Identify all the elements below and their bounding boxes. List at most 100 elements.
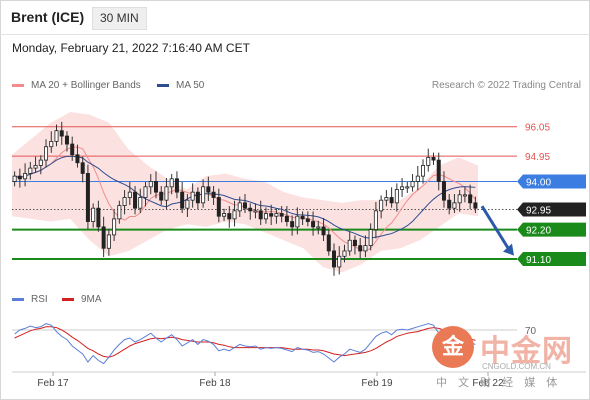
candle (127, 182, 132, 205)
candle (180, 182, 185, 213)
legend-rsi: RSI (12, 294, 48, 305)
candle (305, 211, 310, 227)
instrument-title: Brent (ICE) (11, 9, 85, 25)
candle (122, 190, 127, 215)
candle-body (23, 173, 28, 180)
candle (468, 184, 473, 209)
candle-body (164, 186, 169, 201)
candle-body (452, 202, 457, 209)
candle (190, 183, 195, 208)
candle-body (112, 218, 117, 236)
candle (138, 188, 143, 213)
candle (216, 188, 221, 223)
timeframe-button[interactable]: 30 MIN (92, 7, 147, 30)
level-label-94.95: 94.95 (525, 152, 550, 163)
candle-body (96, 207, 101, 228)
candle (373, 202, 378, 239)
candle-body (473, 202, 478, 209)
candle (347, 231, 352, 256)
candle (337, 246, 342, 275)
candle-body (279, 213, 284, 217)
candle-body (91, 207, 96, 222)
candle (452, 194, 457, 213)
watermark-brand: 中金网 (480, 335, 573, 368)
candle-body (206, 186, 211, 193)
candle (415, 165, 420, 191)
candle (311, 211, 316, 236)
candle-body (17, 175, 22, 180)
candle-body (33, 165, 38, 169)
candle-body (263, 213, 268, 220)
candle-body (64, 135, 69, 145)
candle (316, 220, 321, 235)
bollinger-band-layer (12, 112, 478, 273)
candle (447, 194, 452, 215)
candle-body (342, 250, 347, 257)
candle (195, 187, 200, 209)
candle-body (195, 191, 200, 204)
candle-body (305, 218, 310, 222)
candle-body (49, 140, 54, 148)
candle (368, 223, 373, 251)
candle-body (389, 197, 394, 204)
candle-body (248, 207, 253, 212)
candle (400, 177, 405, 197)
candle-body (101, 226, 106, 249)
candle (363, 235, 368, 258)
candle (274, 208, 279, 224)
x-tick-label: Feb 22 (472, 378, 504, 389)
candle-body (159, 191, 164, 201)
candle-body (295, 215, 300, 228)
candle-body (258, 210, 263, 220)
candle-body (106, 234, 111, 249)
candle (64, 131, 69, 152)
candle-body (138, 197, 143, 209)
candle (242, 194, 247, 213)
level-label-96.05: 96.05 (525, 123, 550, 134)
candle-body (148, 181, 153, 188)
candle-body (421, 165, 426, 177)
projection-arrow-head (503, 243, 514, 256)
candle-body (290, 221, 295, 228)
candle (28, 161, 33, 180)
candle (201, 179, 206, 208)
candle (290, 215, 295, 236)
candle (133, 186, 138, 215)
rsi-layer: 70 (12, 323, 537, 365)
candle (222, 208, 227, 222)
candle (279, 206, 284, 223)
candle-body (462, 194, 467, 197)
level-labels-layer: 96.05 94.95 94.00 92.95 92.20 91.10 (517, 123, 586, 266)
candle-body (436, 159, 441, 182)
candle (405, 182, 410, 193)
candle-body (153, 181, 158, 193)
candle-body (190, 191, 195, 201)
price-levels-layer (12, 126, 517, 260)
candle-body (44, 146, 49, 161)
candle-body (400, 186, 405, 190)
candle (174, 171, 179, 199)
legend-ma50: MA 50 (157, 80, 204, 91)
candle (211, 186, 216, 205)
candle (17, 168, 22, 188)
candle-body (447, 199, 452, 209)
candle (153, 171, 158, 199)
candle (164, 177, 169, 209)
candle (54, 124, 59, 147)
x-tick-label: Feb 19 (361, 378, 393, 389)
level-label-92.20: 92.20 (526, 226, 551, 237)
candle (148, 173, 153, 195)
candle (23, 163, 28, 187)
candle-body (358, 245, 363, 252)
watermark-url: CNGOLD.COM.CN (482, 362, 551, 371)
candle-body (468, 194, 473, 204)
candle-body (211, 191, 216, 198)
level-tag-94.00 (517, 174, 586, 189)
candle-body (337, 255, 342, 268)
candle (284, 206, 289, 227)
candle (436, 152, 441, 191)
candle (321, 218, 326, 242)
candle-body (227, 213, 232, 220)
candle (258, 200, 263, 226)
